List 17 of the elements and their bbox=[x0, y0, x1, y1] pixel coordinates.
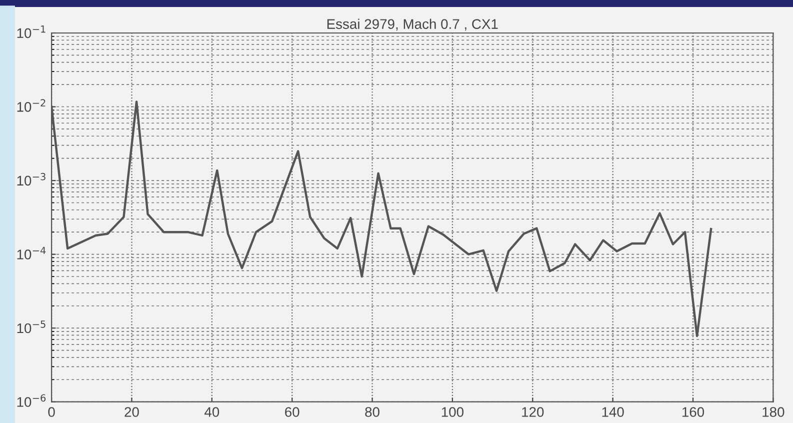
x-tick-label: 140 bbox=[602, 407, 624, 417]
y-tick-label: 10$^{−5}$ bbox=[17, 320, 46, 334]
x-tick-label: 100 bbox=[442, 407, 464, 417]
x-tick-label: 0 bbox=[48, 407, 55, 417]
y-tick-label: 10$^{−3}$ bbox=[17, 172, 46, 186]
x-tick-label: 80 bbox=[365, 407, 380, 417]
x-tick-label: 180 bbox=[762, 407, 784, 417]
x-tick-label: 60 bbox=[285, 407, 300, 417]
y-tick-label: 10$^{−4}$ bbox=[17, 246, 46, 260]
x-tick-label: 120 bbox=[522, 407, 544, 417]
x-tick-label: 20 bbox=[124, 407, 139, 417]
y-tick-label: 10$^{−1}$ bbox=[17, 26, 46, 38]
y-tick-label: 10$^{−6}$ bbox=[17, 394, 46, 407]
chart-title: Essai 2979, Mach 0.7 , CX1 bbox=[327, 18, 498, 31]
x-tick-label: 40 bbox=[204, 407, 220, 417]
y-tick-label: 10$^{−2}$ bbox=[17, 99, 46, 112]
x-tick-label: 160 bbox=[682, 407, 704, 417]
